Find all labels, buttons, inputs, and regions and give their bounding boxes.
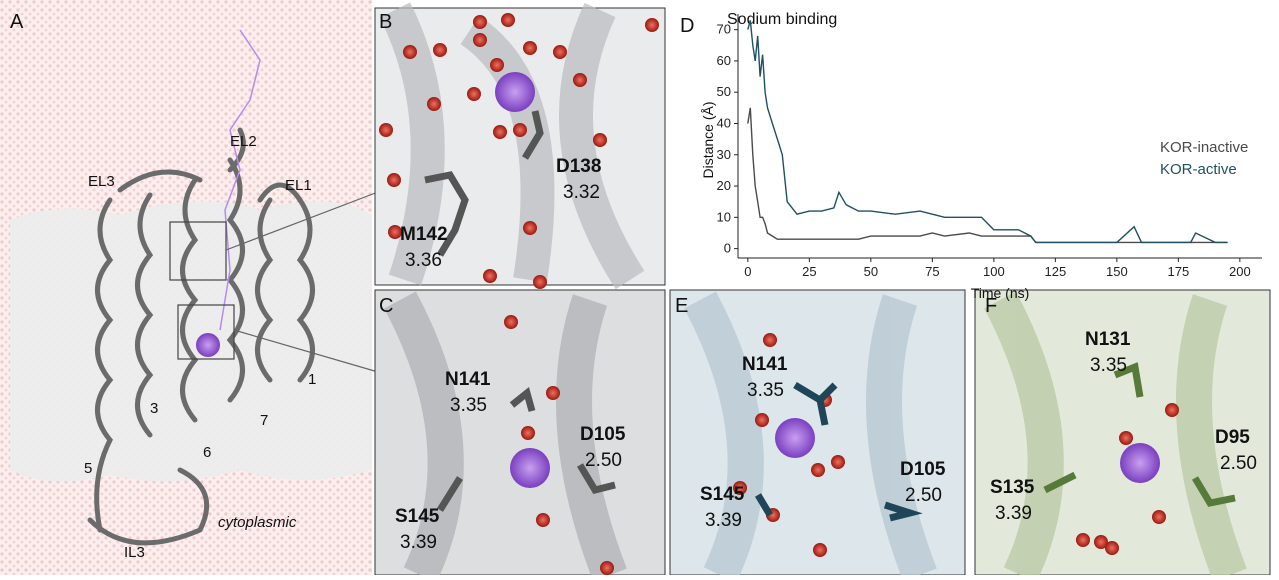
loop-label: EL2 [230, 133, 257, 150]
residue-name: S135 [990, 477, 1035, 498]
y-tick-label: 50 [717, 84, 731, 99]
residue-number: 3.36 [405, 250, 442, 271]
x-axis-label: Time (ns) [971, 285, 1030, 301]
y-tick-label: 20 [717, 178, 731, 193]
panel-label: E [675, 295, 688, 317]
region-label: cytoplasmic [218, 514, 297, 531]
x-tick-label: 100 [983, 264, 1005, 279]
y-tick-label: 0 [724, 241, 731, 256]
figure: A EL2 EL3 EL1 1 3 7 6 5 IL3 cytoplasmic … [0, 0, 1279, 575]
helix-label: 7 [260, 412, 268, 429]
y-tick-label: 10 [717, 209, 731, 224]
residue-name: N131 [1085, 329, 1131, 350]
residue-number: 3.39 [705, 510, 742, 531]
loop-label: IL3 [124, 544, 145, 561]
residue-number: 3.39 [400, 532, 437, 553]
helix-label: 3 [150, 400, 158, 417]
x-tick-label: 200 [1229, 264, 1251, 279]
loop-label: EL1 [285, 177, 312, 194]
x-tick-label: 75 [925, 264, 939, 279]
chart-title: Sodium binding [727, 11, 837, 28]
x-tick-label: 25 [802, 264, 816, 279]
panel-a: A EL2 EL3 EL1 1 3 7 6 5 IL3 cytoplasmic [0, 0, 378, 575]
residue-number: 3.39 [995, 503, 1032, 524]
sodium [495, 72, 535, 112]
panel-label: D [680, 15, 694, 37]
residue-number: 2.50 [905, 485, 942, 506]
residue-name: N141 [742, 354, 788, 375]
x-tick-label: 150 [1106, 264, 1128, 279]
legend-entry: KOR-inactive [1160, 139, 1248, 156]
panel-e: E [670, 290, 965, 575]
residue-name: S145 [700, 484, 745, 505]
x-tick-label: 125 [1045, 264, 1067, 279]
x-tick-label: 175 [1168, 264, 1190, 279]
sodium [196, 333, 220, 357]
residue-name: M142 [400, 224, 448, 245]
y-tick-label: 60 [717, 53, 731, 68]
x-tick-label: 0 [744, 264, 751, 279]
legend-entry: KOR-active [1160, 161, 1237, 178]
y-tick-label: 30 [717, 147, 731, 162]
panel-label: A [10, 11, 24, 33]
residue-number: 3.32 [563, 182, 600, 203]
residue-name: D138 [556, 156, 601, 177]
panel-label: C [379, 295, 393, 317]
residue-name: D105 [900, 459, 946, 480]
y-tick-label: 40 [717, 115, 731, 130]
panel-b: B D138 3.32 M142 3.36 [375, 8, 665, 289]
y-tick-label: 70 [717, 22, 731, 37]
residue-name: D105 [580, 424, 626, 445]
residue-number: 3.35 [450, 395, 487, 416]
helix-label: 5 [84, 460, 92, 477]
residue-name: D95 [1215, 427, 1250, 448]
helix-label: 6 [203, 444, 211, 461]
x-tick-label: 50 [864, 264, 878, 279]
residue-name: S145 [395, 506, 440, 527]
residue-name: N141 [445, 369, 491, 390]
residue-number: 3.35 [1090, 355, 1127, 376]
series-line [748, 108, 1228, 243]
y-axis-label: Distance (Å) [700, 101, 716, 178]
series-line [748, 20, 1228, 242]
residue-number: 3.35 [747, 380, 784, 401]
loop-label: EL3 [88, 173, 115, 190]
residue-number: 2.50 [1220, 453, 1257, 474]
panel-label: B [379, 11, 392, 33]
panel-d: D Sodium binding Time (ns) Distance (Å) … [680, 11, 1262, 301]
residue-number: 2.50 [585, 450, 622, 471]
helix-label: 1 [308, 371, 316, 388]
